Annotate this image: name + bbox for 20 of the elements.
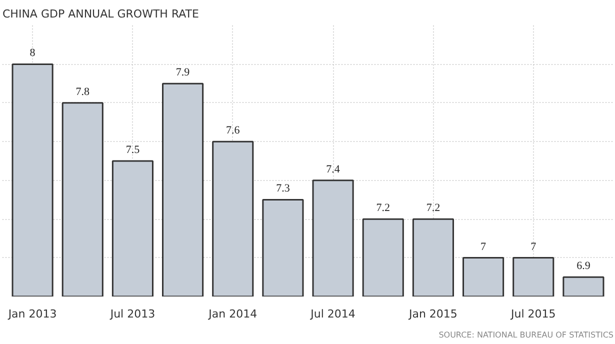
data-label: 8 (30, 47, 36, 60)
data-label: 7.2 (426, 202, 440, 214)
data-label: 7 (530, 240, 537, 253)
x-tick-label: Jul 2014 (310, 308, 356, 320)
data-label: 7.9 (176, 66, 190, 79)
data-label: 7.5 (126, 144, 140, 156)
x-tick-label: Jul 2015 (510, 308, 556, 320)
data-label: 7.3 (276, 182, 290, 195)
x-tick-label: Jan 2015 (408, 308, 458, 320)
data-label: 7 (480, 240, 487, 253)
x-tick-label: Jan 2014 (208, 308, 258, 320)
source-note: SOURCE: NATIONAL BUREAU OF STATISTICS (438, 330, 614, 340)
data-label: 7.8 (76, 86, 90, 98)
data-label: 7.4 (326, 163, 340, 176)
x-tick-label: Jul 2013 (109, 308, 156, 320)
data-label: 6.9 (576, 260, 591, 272)
x-tick-label: Jan 2013 (7, 308, 57, 320)
data-label: 7.6 (226, 124, 240, 137)
data-label: 7.2 (376, 202, 390, 214)
chart-title: CHINA GDP ANNUAL GROWTH RATE (2, 8, 200, 20)
